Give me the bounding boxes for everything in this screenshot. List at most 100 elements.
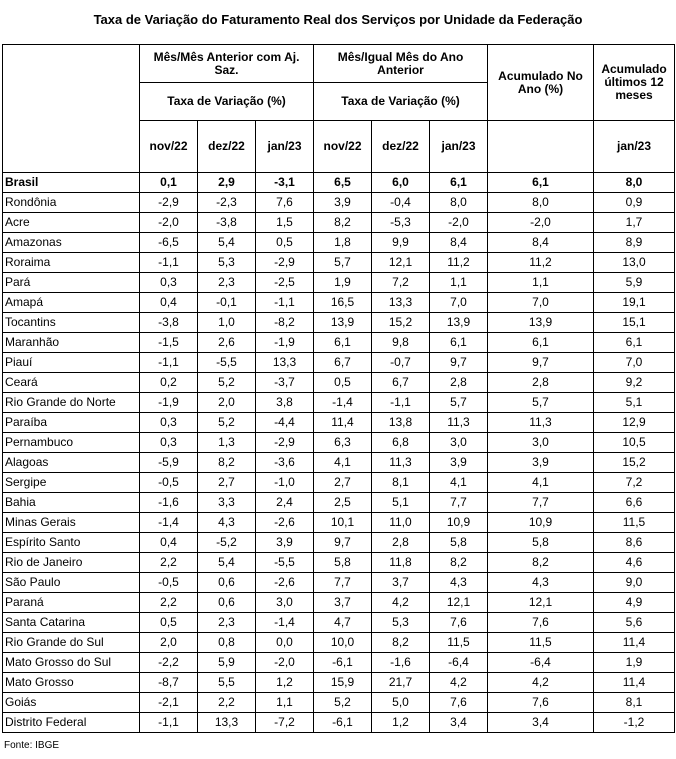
value-cell: -0,5 <box>139 472 198 493</box>
state-name-cell: Santa Catarina <box>2 612 140 633</box>
value-cell: -0,7 <box>371 352 430 373</box>
value-cell: 4,3 <box>197 512 256 533</box>
value-cell: 5,5 <box>197 672 256 693</box>
value-cell: 7,6 <box>487 692 594 713</box>
value-cell: -1,4 <box>255 612 314 633</box>
value-cell: -3,1 <box>255 172 314 193</box>
value-cell: 8,2 <box>313 212 372 233</box>
value-cell: 11,8 <box>371 552 430 573</box>
value-cell: 2,8 <box>429 372 488 393</box>
value-cell: 1,9 <box>593 652 675 673</box>
value-cell: 15,1 <box>593 312 675 333</box>
value-cell: -3,6 <box>255 452 314 473</box>
table-row: Rio Grande do Sul 2,0 0,8 0,0 10,0 8,2 11,5 11,… <box>2 632 675 653</box>
value-cell: 3,7 <box>371 572 430 593</box>
value-cell: 2,7 <box>313 472 372 493</box>
table-row: São Paulo -0,5 0,6 -2,6 7,7 3,7 4,3 4,3 9,0 <box>2 572 675 593</box>
value-cell: 6,3 <box>313 432 372 453</box>
table-row: Pernambuco 0,3 1,3 -2,9 6,3 6,8 3,0 3,0 10,5 <box>2 432 675 453</box>
value-cell: 11,2 <box>487 252 594 273</box>
table-row: Piauí -1,1 -5,5 13,3 6,7 -0,7 9,7 9,7 7,0 <box>2 352 675 373</box>
value-cell: 6,6 <box>593 492 675 513</box>
value-cell: -6,1 <box>313 652 372 673</box>
value-cell: -5,5 <box>255 552 314 573</box>
value-cell: -1,2 <box>593 712 675 733</box>
value-cell: 3,9 <box>429 452 488 473</box>
value-cell: 3,9 <box>255 532 314 553</box>
value-cell: 12,1 <box>487 592 594 613</box>
value-cell: 7,0 <box>593 352 675 373</box>
state-name-cell: Bahia <box>2 492 140 513</box>
value-cell: 2,2 <box>139 552 198 573</box>
value-cell: -2,0 <box>429 212 488 233</box>
table-row: Roraima -1,1 5,3 -2,9 5,7 12,1 11,2 11,2 13,0 <box>2 252 675 273</box>
value-cell: -6,4 <box>487 652 594 673</box>
table-row: Rio de Janeiro 2,2 5,4 -5,5 5,8 11,8 8,2 8,2 4,6 <box>2 552 675 573</box>
value-cell: -1,9 <box>139 392 198 413</box>
value-cell: 1,7 <box>593 212 675 233</box>
value-cell: 2,4 <box>255 492 314 513</box>
value-cell: 2,7 <box>197 472 256 493</box>
value-cell: 6,0 <box>371 172 430 193</box>
value-cell: -1,5 <box>139 332 198 353</box>
value-cell: 5,9 <box>593 272 675 293</box>
value-cell: 8,0 <box>593 172 675 193</box>
value-cell: 6,5 <box>313 172 372 193</box>
value-cell: 0,5 <box>313 372 372 393</box>
value-cell: 11,3 <box>487 412 594 433</box>
header-acum-12: Acumulado últimos 12 meses <box>593 44 675 121</box>
value-cell: 7,7 <box>487 492 594 513</box>
value-cell: 5,1 <box>593 392 675 413</box>
value-cell: -2,5 <box>255 272 314 293</box>
value-cell: 0,6 <box>197 572 256 593</box>
value-cell: -8,2 <box>255 312 314 333</box>
state-name-cell: Piauí <box>2 352 140 373</box>
value-cell: 7,6 <box>429 692 488 713</box>
table-row: Paraná 2,2 0,6 3,0 3,7 4,2 12,1 12,1 4,9 <box>2 592 675 613</box>
value-cell: 3,3 <box>197 492 256 513</box>
header-group-yoy: Mês/Igual Mês do Ano Anterior <box>313 44 488 83</box>
table-row: Espírito Santo 0,4 -5,2 3,9 9,7 2,8 5,8 5,8 8,6 <box>2 532 675 553</box>
value-cell: 3,0 <box>429 432 488 453</box>
state-name-cell: Acre <box>2 212 140 233</box>
value-cell: 5,7 <box>429 392 488 413</box>
value-cell: 1,5 <box>255 212 314 233</box>
state-name-cell: Pernambuco <box>2 432 140 453</box>
state-name-cell: Amapá <box>2 292 140 313</box>
value-cell: 11,3 <box>429 412 488 433</box>
table-row: Acre -2,0 -3,8 1,5 8,2 -5,3 -2,0 -2,0 1,7 <box>2 212 675 233</box>
table-row: Alagoas -5,9 8,2 -3,6 4,1 11,3 3,9 3,9 15,2 <box>2 452 675 473</box>
header-taxa-mom: Taxa de Variação (%) <box>139 82 314 121</box>
value-cell: 7,6 <box>255 192 314 213</box>
value-cell: 10,9 <box>429 512 488 533</box>
value-cell: 2,5 <box>313 492 372 513</box>
table-row-brasil: Brasil 0,1 2,9 -3,1 6,5 6,0 6,1 6,1 8,0 <box>2 172 675 193</box>
value-cell: -1,1 <box>139 712 198 733</box>
value-cell: -1,4 <box>139 512 198 533</box>
value-cell: 6,7 <box>313 352 372 373</box>
state-name-cell: Roraima <box>2 252 140 273</box>
value-cell: 2,3 <box>197 612 256 633</box>
value-cell: -5,3 <box>371 212 430 233</box>
value-cell: 4,2 <box>371 592 430 613</box>
value-cell: 0,4 <box>139 292 198 313</box>
value-cell: -1,6 <box>371 652 430 673</box>
value-cell: -3,8 <box>139 312 198 333</box>
value-cell: 5,6 <box>593 612 675 633</box>
value-cell: 0,5 <box>255 232 314 253</box>
value-cell: 3,0 <box>487 432 594 453</box>
value-cell: 2,6 <box>197 332 256 353</box>
value-cell: 0,3 <box>139 432 198 453</box>
state-name-cell: Pará <box>2 272 140 293</box>
value-cell: -0,5 <box>139 572 198 593</box>
value-cell: -1,6 <box>139 492 198 513</box>
table-row: Mato Grosso -8,7 5,5 1,2 15,9 21,7 4,2 4,2 11,4 <box>2 672 675 693</box>
value-cell: 11,3 <box>371 452 430 473</box>
value-cell: 12,1 <box>429 592 488 613</box>
value-cell: 11,0 <box>371 512 430 533</box>
value-cell: 15,2 <box>371 312 430 333</box>
state-name-cell: Paraná <box>2 592 140 613</box>
value-cell: -2,1 <box>139 692 198 713</box>
value-cell: 11,4 <box>593 672 675 693</box>
value-cell: 13,3 <box>371 292 430 313</box>
